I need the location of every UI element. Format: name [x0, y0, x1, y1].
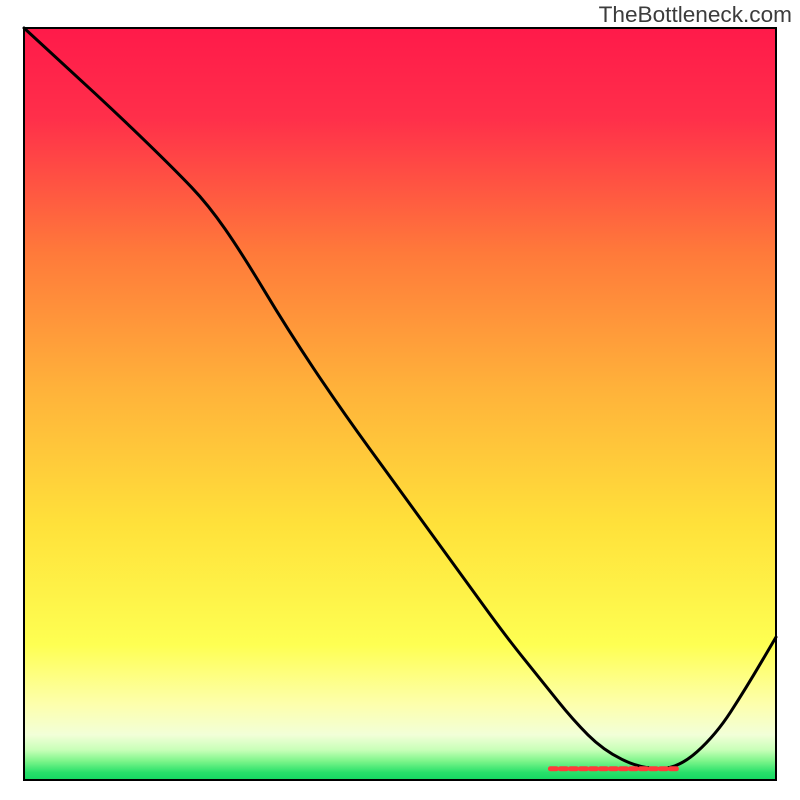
watermark-text: TheBottleneck.com: [599, 2, 792, 28]
figure-root: TheBottleneck.com: [0, 0, 800, 800]
chart-svg: [0, 0, 800, 800]
gradient-background: [24, 28, 776, 780]
